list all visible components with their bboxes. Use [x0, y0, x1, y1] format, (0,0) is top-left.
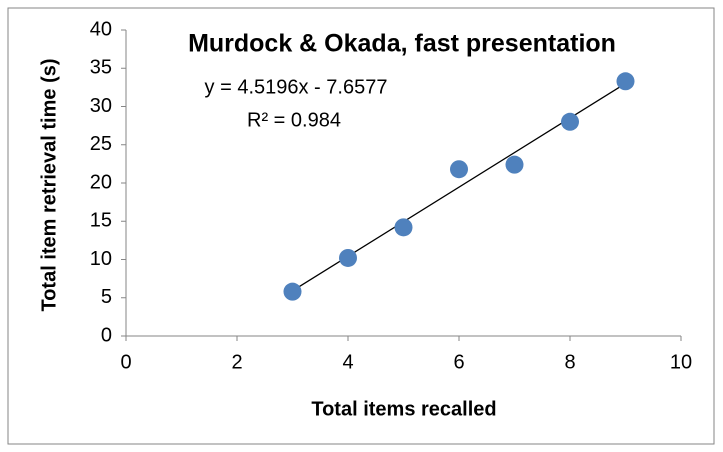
chart-title: Murdock & Okada, fast presentation: [188, 30, 616, 58]
trendline-r-squared: R² = 0.984: [247, 109, 341, 131]
y-tick-label: 35: [90, 57, 112, 79]
point: [394, 218, 413, 237]
x-tick-label: 0: [120, 351, 131, 373]
y-tick-label: 20: [90, 171, 112, 193]
y-tick-label: 5: [101, 286, 112, 308]
y-tick-label: 30: [90, 95, 112, 117]
point: [505, 155, 524, 174]
trendline-equation: y = 4.5196x - 7.6577: [205, 76, 388, 98]
point: [616, 72, 635, 91]
chart-border: [7, 7, 715, 445]
point: [283, 282, 302, 301]
y-tick-label: 40: [90, 18, 112, 40]
y-tick-label: 10: [90, 248, 112, 270]
y-tick-label: 15: [90, 210, 112, 232]
y-tick-label: 25: [90, 133, 112, 155]
x-tick-label: 2: [231, 351, 242, 373]
point: [339, 248, 357, 267]
x-tick-label: 8: [564, 351, 575, 373]
y-axis-label: Total item retrieval time (s): [38, 58, 60, 311]
x-tick-label: 6: [453, 351, 464, 373]
x-tick-label: 4: [342, 351, 353, 373]
point: [450, 160, 468, 179]
point: [561, 112, 579, 131]
x-axis-label: Total items recalled: [311, 398, 496, 420]
y-tick-label: 0: [101, 324, 112, 346]
x-tick-label: 10: [670, 351, 692, 373]
